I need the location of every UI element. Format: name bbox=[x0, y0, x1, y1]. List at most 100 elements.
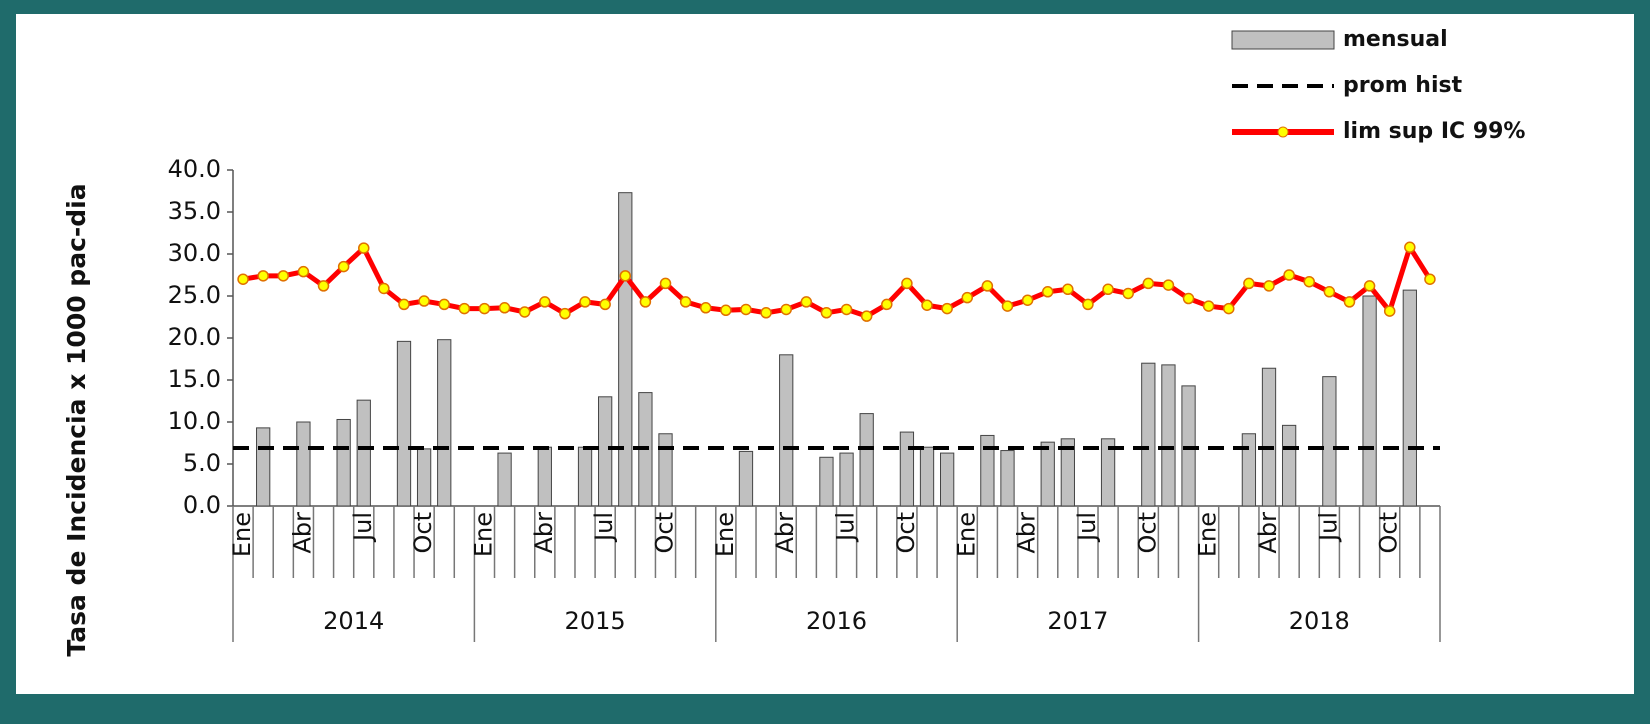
limit-point bbox=[317, 280, 330, 292]
y-tick-label: 5.0 bbox=[183, 449, 221, 477]
limit-point bbox=[921, 299, 933, 311]
y-tick-label: 40.0 bbox=[168, 155, 221, 183]
limit-point bbox=[820, 307, 833, 319]
bar bbox=[779, 354, 794, 507]
limit-point bbox=[901, 277, 913, 290]
bar bbox=[919, 446, 935, 507]
bar bbox=[658, 433, 673, 507]
bar bbox=[1161, 364, 1176, 507]
limit-point bbox=[518, 306, 531, 318]
limit-point bbox=[780, 303, 792, 316]
y-tick-label: 20.0 bbox=[168, 323, 221, 351]
bar bbox=[1100, 438, 1116, 507]
limit-point bbox=[458, 302, 471, 315]
year-label: 2016 bbox=[806, 607, 867, 635]
y-tick-label: 30.0 bbox=[168, 239, 221, 267]
x-tick-label: Jul bbox=[1073, 512, 1101, 543]
year-label: 2018 bbox=[1289, 607, 1350, 635]
bar bbox=[1000, 450, 1015, 507]
limit-point bbox=[237, 273, 249, 285]
limit-point bbox=[498, 302, 511, 314]
limit-point bbox=[679, 296, 692, 308]
legend-label: prom hist bbox=[1343, 73, 1463, 98]
limit-point bbox=[438, 298, 450, 311]
bar bbox=[839, 452, 854, 507]
bar bbox=[1281, 424, 1297, 507]
limit-point bbox=[1142, 277, 1155, 290]
limit-point bbox=[720, 304, 732, 317]
bar bbox=[618, 192, 633, 507]
bar bbox=[437, 339, 452, 507]
limit-point bbox=[1041, 286, 1054, 298]
bar bbox=[1362, 295, 1377, 507]
bar bbox=[396, 340, 412, 507]
limit-point bbox=[941, 302, 953, 315]
bar bbox=[859, 413, 874, 507]
y-tick-label: 0.0 bbox=[183, 491, 221, 519]
bar bbox=[336, 418, 351, 507]
legend-label: lim sup IC 99% bbox=[1343, 119, 1525, 144]
x-tick-label: Ene bbox=[711, 512, 739, 557]
bar bbox=[537, 446, 552, 507]
x-tick-label: Oct bbox=[1375, 512, 1403, 554]
bar bbox=[416, 448, 432, 507]
limit-point bbox=[800, 296, 813, 308]
limit-point bbox=[1021, 294, 1034, 306]
y-tick-label: 10.0 bbox=[168, 407, 221, 435]
limit-point bbox=[1243, 277, 1255, 290]
bar bbox=[819, 456, 834, 507]
limit-point bbox=[418, 295, 430, 307]
bar bbox=[296, 421, 311, 507]
limit-point bbox=[559, 307, 571, 320]
x-tick-label: Ene bbox=[1194, 512, 1222, 557]
limit-point bbox=[1424, 273, 1436, 285]
bar bbox=[899, 431, 915, 507]
x-tick-label: Abr bbox=[288, 512, 316, 554]
x-tick-label: Abr bbox=[1254, 512, 1282, 554]
limit-point bbox=[1001, 300, 1014, 312]
limit-point bbox=[1082, 298, 1094, 311]
limit-point bbox=[860, 310, 873, 322]
legend-label: mensual bbox=[1343, 27, 1448, 52]
x-tick-label: Oct bbox=[1133, 512, 1161, 554]
x-tick-label: Oct bbox=[892, 512, 920, 554]
limit-point bbox=[1122, 287, 1134, 300]
limit-point bbox=[881, 298, 893, 311]
limit-point bbox=[1343, 296, 1356, 308]
limit-point bbox=[1404, 241, 1416, 254]
bar bbox=[1141, 362, 1156, 507]
x-tick-label: Oct bbox=[651, 512, 679, 554]
bar bbox=[1322, 376, 1337, 507]
x-tick-label: Abr bbox=[771, 512, 799, 554]
limit-point bbox=[579, 296, 591, 308]
x-tick-label: Abr bbox=[1013, 512, 1041, 554]
x-tick-label: Ene bbox=[469, 512, 497, 557]
limit-point bbox=[257, 270, 269, 282]
limit-point bbox=[1263, 280, 1275, 292]
year-label: 2015 bbox=[565, 607, 626, 635]
bar bbox=[1040, 441, 1055, 507]
limit-point bbox=[478, 302, 491, 315]
limit-point bbox=[619, 270, 632, 282]
x-tick-label: Jul bbox=[349, 512, 377, 543]
limit-point bbox=[699, 302, 712, 314]
limit-point bbox=[1283, 269, 1295, 281]
x-tick-label: Oct bbox=[409, 512, 437, 554]
limit-point bbox=[1162, 279, 1175, 291]
bar bbox=[598, 396, 613, 507]
bar bbox=[738, 450, 754, 507]
limit-point bbox=[1102, 283, 1114, 296]
bar bbox=[1181, 385, 1196, 507]
limit-point bbox=[1383, 305, 1396, 317]
limit-point bbox=[1363, 280, 1376, 292]
limit-point bbox=[740, 303, 752, 316]
limit-point bbox=[1223, 302, 1235, 315]
bar bbox=[980, 434, 995, 507]
year-label: 2017 bbox=[1047, 607, 1108, 635]
x-tick-label: Ene bbox=[228, 512, 256, 557]
bar bbox=[356, 399, 371, 507]
limit-point bbox=[378, 282, 390, 295]
limit-point bbox=[1202, 300, 1215, 312]
limit-point bbox=[297, 265, 310, 278]
